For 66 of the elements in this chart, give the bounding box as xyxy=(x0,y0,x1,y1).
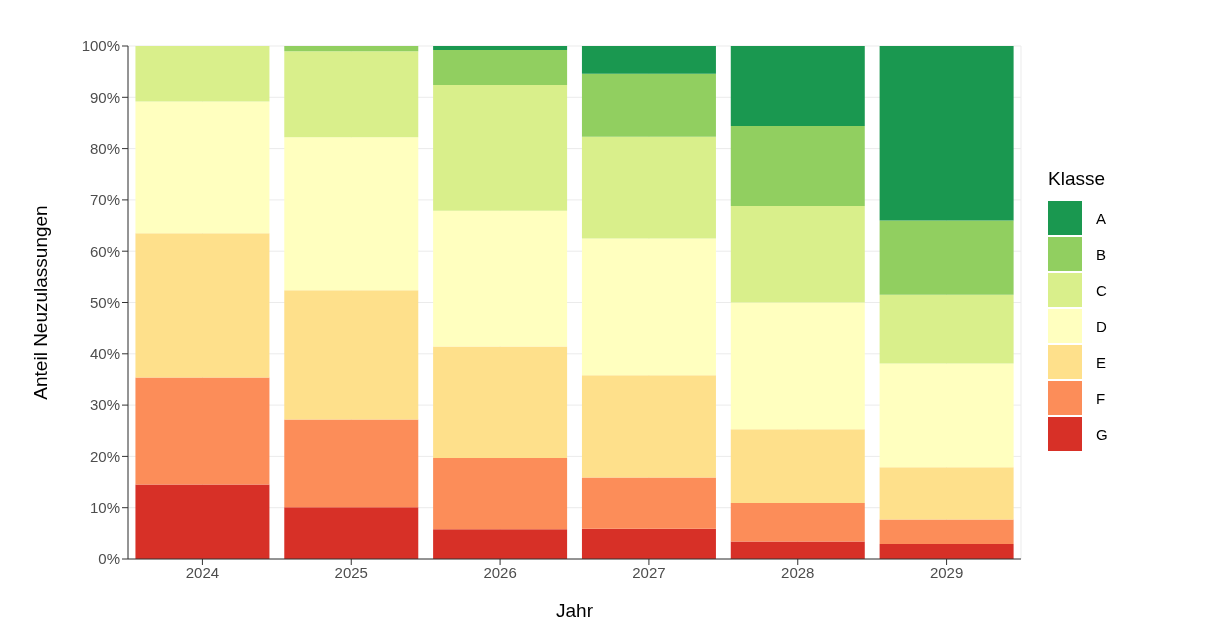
x-tick-label: 2028 xyxy=(781,563,815,581)
bar xyxy=(433,457,568,530)
bar xyxy=(581,136,716,239)
legend-label: E xyxy=(1096,353,1107,371)
bar xyxy=(879,544,1014,559)
bar xyxy=(879,363,1014,468)
legend-label: B xyxy=(1096,245,1107,263)
y-tick-label: 80% xyxy=(89,139,120,157)
bar xyxy=(284,137,419,291)
bar xyxy=(879,467,1014,520)
bar xyxy=(433,84,568,211)
bar xyxy=(730,46,865,127)
y-tick-label: 10% xyxy=(89,499,120,517)
bar xyxy=(581,46,716,74)
bar xyxy=(135,101,270,234)
bar xyxy=(730,302,865,430)
y-tick-label: 90% xyxy=(89,88,120,106)
legend-label: C xyxy=(1096,281,1107,299)
y-tick-label: 100% xyxy=(81,37,120,55)
bar xyxy=(433,346,568,458)
bar xyxy=(730,206,865,303)
legend-label: G xyxy=(1096,425,1108,443)
y-tick-label: 50% xyxy=(89,293,120,311)
bar xyxy=(581,375,716,478)
x-tick-label: 2029 xyxy=(929,563,964,581)
y-tick-label: 70% xyxy=(89,191,120,209)
y-axis-title: Anteil Neuzulassungen xyxy=(29,205,51,400)
bar xyxy=(433,50,568,85)
bar xyxy=(284,290,419,420)
bar xyxy=(730,503,865,542)
y-tick-label: 40% xyxy=(89,345,120,363)
bar xyxy=(581,477,716,529)
x-tick-label: 2027 xyxy=(632,563,666,581)
bar xyxy=(284,51,419,138)
bar xyxy=(879,294,1014,364)
bar xyxy=(581,528,716,559)
bar xyxy=(284,507,419,559)
bar xyxy=(730,429,865,504)
bar xyxy=(433,46,568,51)
x-tick-label: 2024 xyxy=(185,563,220,581)
legend-title: Klasse xyxy=(1048,168,1107,190)
x-axis-title: Jahr xyxy=(556,600,594,621)
y-tick-label: 0% xyxy=(98,550,120,568)
bar xyxy=(730,126,865,207)
bar xyxy=(135,377,270,485)
y-tick-label: 30% xyxy=(89,396,120,414)
bar xyxy=(135,46,270,102)
x-tick-label: 2025 xyxy=(334,563,368,581)
y-tick-label: 60% xyxy=(89,242,120,260)
legend-label: A xyxy=(1096,209,1107,227)
bar xyxy=(284,419,419,508)
bar xyxy=(581,73,716,137)
bar xyxy=(433,529,568,559)
bar xyxy=(284,46,419,52)
bar xyxy=(135,484,270,559)
bar xyxy=(581,238,716,376)
legend-label: F xyxy=(1096,389,1106,407)
bar xyxy=(879,220,1014,295)
bar xyxy=(135,233,270,378)
bar xyxy=(730,541,865,559)
bar xyxy=(433,210,568,347)
x-tick-label: 2026 xyxy=(483,563,517,581)
bar xyxy=(879,46,1014,221)
legend-label: D xyxy=(1096,317,1107,335)
bar xyxy=(879,519,1014,545)
y-tick-label: 20% xyxy=(89,447,120,465)
